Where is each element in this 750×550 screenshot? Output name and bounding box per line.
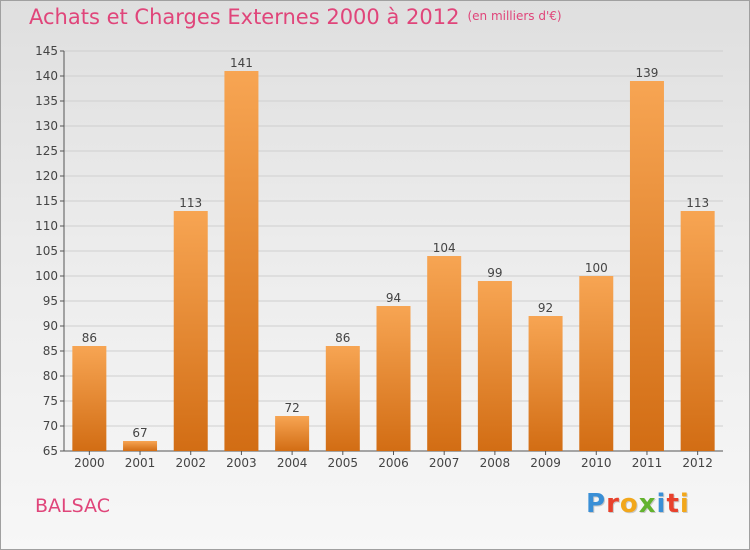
data-label: 92 [538,301,553,315]
bar [224,71,259,451]
x-tick-label: 2006 [378,456,409,470]
y-tick-label: 125 [35,144,58,158]
data-label: 94 [386,291,401,305]
brand-letter: o [619,489,639,519]
x-tick-label: 2008 [480,456,511,470]
chart-title-text: Achats et Charges Externes 2000 à 2012 [29,5,460,29]
bar [528,316,563,451]
x-tick-label: 2002 [175,456,206,470]
y-tick-label: 145 [35,44,58,58]
bar [325,346,360,451]
brand-letter: i [656,489,667,519]
x-tick-label: 2009 [530,456,561,470]
commune-name: BALSAC [35,495,110,517]
x-tick-label: 2001 [125,456,156,470]
bar [477,281,512,451]
y-tick-label: 100 [35,269,58,283]
bar [123,441,158,451]
x-tick-label: 2010 [581,456,612,470]
y-tick-label: 115 [35,194,58,208]
y-tick-label: 135 [35,94,58,108]
chart-subtitle: (en milliers d'€) [467,9,562,23]
y-tick-labels: 65 70 75 80 85 90 95 100 105 110 115 120 125 130 135 14… [35,44,58,458]
data-label: 99 [487,266,502,280]
bar [427,256,462,451]
brand-letter: P [586,489,607,519]
y-tick-label: 90 [43,319,58,333]
y-tick-label: 140 [35,69,58,83]
bar [275,416,310,451]
data-label: 141 [230,56,253,70]
brand-letter: r [606,489,620,519]
brand-logo: Proxiti [586,489,690,519]
data-label: 86 [335,331,350,345]
y-tick-label: 105 [35,244,58,258]
x-tick-label: 2000 [74,456,105,470]
bar [579,276,614,451]
y-tick-label: 120 [35,169,58,183]
x-tick-label: 2005 [328,456,359,470]
bar [680,211,715,451]
x-tick-label: 2003 [226,456,257,470]
data-label: 113 [179,196,202,210]
y-tick-label: 85 [43,344,58,358]
bar [629,81,664,451]
data-label: 113 [686,196,709,210]
brand-letter: x [638,489,657,519]
x-tick-label: 2004 [277,456,308,470]
bar [376,306,411,451]
bar [173,211,208,451]
brand-letter: t [666,489,680,519]
data-label: 100 [585,261,608,275]
y-tick-label: 130 [35,119,58,133]
data-label: 67 [132,426,147,440]
bar [72,346,107,451]
y-tick-label: 65 [43,444,58,458]
data-label: 86 [82,331,97,345]
data-label: 139 [636,66,659,80]
chart-title: Achats et Charges Externes 2000 à 2012 (e… [29,5,562,29]
bars [72,71,715,451]
y-tick-label: 80 [43,369,58,383]
x-tick-label: 2007 [429,456,460,470]
y-tick-label: 75 [43,394,58,408]
data-label: 104 [433,241,456,255]
brand-letter: i [679,489,690,519]
y-tick-label: 110 [35,219,58,233]
data-labels: 86 67 113 141 72 86 94 104 99 92 100 139 113 [82,56,709,440]
data-label: 72 [284,401,299,415]
x-tick-labels: 2000 2001 2002 2003 2004 2005 2006 2007 2008 2009… [74,451,713,470]
y-tick-label: 95 [43,294,58,308]
x-tick-label: 2011 [632,456,663,470]
y-tick-label: 70 [43,419,58,433]
x-tick-label: 2012 [682,456,713,470]
